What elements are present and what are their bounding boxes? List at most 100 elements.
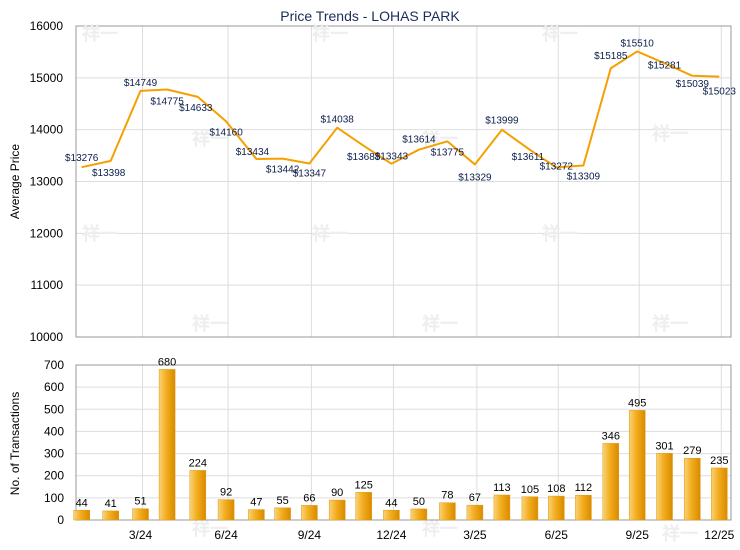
tx-bar-label: 67 — [469, 492, 481, 504]
tx-bar-label: 51 — [134, 496, 146, 508]
tx-bar — [102, 510, 119, 521]
tx-bar-label: 495 — [628, 397, 646, 409]
tx-bar-label: 50 — [413, 496, 425, 508]
price-point-label: $13775 — [431, 147, 465, 158]
watermark-text: 祥一 — [422, 518, 458, 540]
tx-bar — [73, 510, 90, 521]
tx-bar — [132, 508, 149, 521]
price-point-label: $13276 — [65, 153, 99, 164]
transactions-bar-chart: 0 100 200 300 400 500 600 700 3/24 6/24 9/24 12/24 3… — [8, 356, 735, 542]
tx-bar-label: 90 — [331, 487, 343, 499]
price-point-label: $14749 — [124, 78, 158, 89]
price-point-label: $13272 — [540, 161, 574, 172]
tx-xtick-label: 12/24 — [376, 528, 406, 542]
tx-bar-label: 44 — [76, 497, 88, 509]
tx-bar — [656, 453, 673, 521]
tx-ytick-label: 500 — [44, 402, 64, 416]
tx-bar — [383, 510, 400, 521]
price-point-label: $15281 — [648, 60, 682, 71]
price-point-label: $13442 — [266, 165, 300, 176]
tx-bar-label: 224 — [189, 457, 207, 469]
tx-bar-label: 92 — [220, 487, 232, 499]
watermark-text: 祥一 — [542, 223, 578, 245]
tx-bar-label: 47 — [250, 497, 262, 509]
tx-bar-label: 108 — [547, 483, 565, 495]
price-series-line — [81, 50, 720, 169]
tx-bar — [521, 496, 539, 521]
price-ytick-label: 12000 — [30, 226, 64, 240]
tx-bar-label: 105 — [521, 484, 539, 496]
price-ytick-label: 13000 — [30, 175, 64, 189]
watermark-text: 祥一 — [192, 128, 228, 150]
price-ylabel: Average Price — [8, 144, 22, 219]
tx-plot-frame — [75, 364, 732, 521]
tx-bar-label: 78 — [441, 490, 453, 502]
tx-bar — [274, 507, 291, 521]
price-point-label: $13329 — [458, 172, 492, 183]
price-point-label: $15185 — [594, 51, 628, 62]
tx-bar-label: 279 — [683, 445, 701, 457]
tx-bar-label: 55 — [276, 495, 288, 507]
price-ytick-label: 15000 — [30, 71, 64, 85]
watermark-text: 祥一 — [192, 313, 228, 335]
tx-bar — [439, 502, 456, 521]
tx-ytick-label: 700 — [44, 358, 64, 372]
price-point-label: $13611 — [512, 152, 545, 163]
tx-bar — [466, 504, 484, 521]
tx-bar — [493, 494, 511, 521]
tx-xtick-label: 3/24 — [129, 528, 153, 542]
watermark-text: 祥一 — [82, 223, 118, 245]
price-point-label: $13614 — [402, 135, 436, 146]
price-point-label: $14160 — [209, 127, 243, 138]
tx-plot-area — [76, 365, 731, 520]
tx-bar — [217, 499, 235, 521]
tx-xtick-label: 12/25 — [704, 528, 734, 542]
tx-bar-label: 346 — [602, 430, 620, 442]
tx-ytick-label: 100 — [44, 491, 64, 505]
price-point-label: $14038 — [321, 115, 355, 126]
tx-bar — [248, 509, 265, 521]
tx-bar — [548, 495, 565, 521]
price-point-label: $15023 — [703, 87, 737, 98]
price-point-label: $13309 — [567, 171, 601, 182]
price-point-label: $13434 — [236, 147, 270, 158]
tx-bar-label: 235 — [710, 455, 728, 467]
tx-ytick-label: 0 — [57, 513, 64, 527]
tx-bar — [711, 467, 728, 521]
tx-ytick-label: 400 — [44, 424, 64, 438]
tx-bar-label: 41 — [105, 498, 117, 510]
tx-bar — [158, 369, 176, 521]
tx-bar — [410, 508, 428, 521]
tx-bar-label: 125 — [355, 479, 373, 491]
price-point-label: $14775 — [150, 96, 184, 107]
tx-bar — [328, 499, 346, 521]
watermark-text: 祥一 — [542, 23, 578, 45]
price-point-label: $14633 — [179, 103, 213, 114]
tx-xtick-label: 6/25 — [545, 528, 569, 542]
tx-xtick-label: 3/25 — [463, 528, 487, 542]
tx-bar-label: 680 — [158, 356, 176, 368]
price-point-label: $13398 — [92, 168, 126, 179]
watermark-text: 祥一 — [82, 23, 118, 45]
tx-bar — [189, 470, 207, 521]
price-ytick-label: 14000 — [30, 123, 64, 137]
price-ytick-label: 10000 — [30, 330, 64, 344]
price-point-label: $13999 — [485, 116, 519, 127]
tx-bar — [355, 492, 372, 521]
watermark-text: 祥一 — [652, 313, 688, 335]
tx-bar — [602, 443, 620, 521]
tx-xtick-label: 6/24 — [214, 528, 238, 542]
tx-bar — [301, 505, 318, 521]
tx-ytick-label: 300 — [44, 447, 64, 461]
tx-bar-label: 301 — [655, 440, 673, 452]
tx-bar — [628, 410, 646, 521]
price-point-label: $15039 — [676, 79, 710, 90]
tx-ytick-label: 600 — [44, 380, 64, 394]
tx-xtick-label: 9/25 — [626, 528, 650, 542]
tx-ylabel: No. of Transactions — [8, 392, 22, 495]
watermark-text: 祥一 — [652, 123, 688, 145]
tx-bar — [684, 457, 701, 521]
watermark-text: 祥一 — [192, 518, 228, 540]
